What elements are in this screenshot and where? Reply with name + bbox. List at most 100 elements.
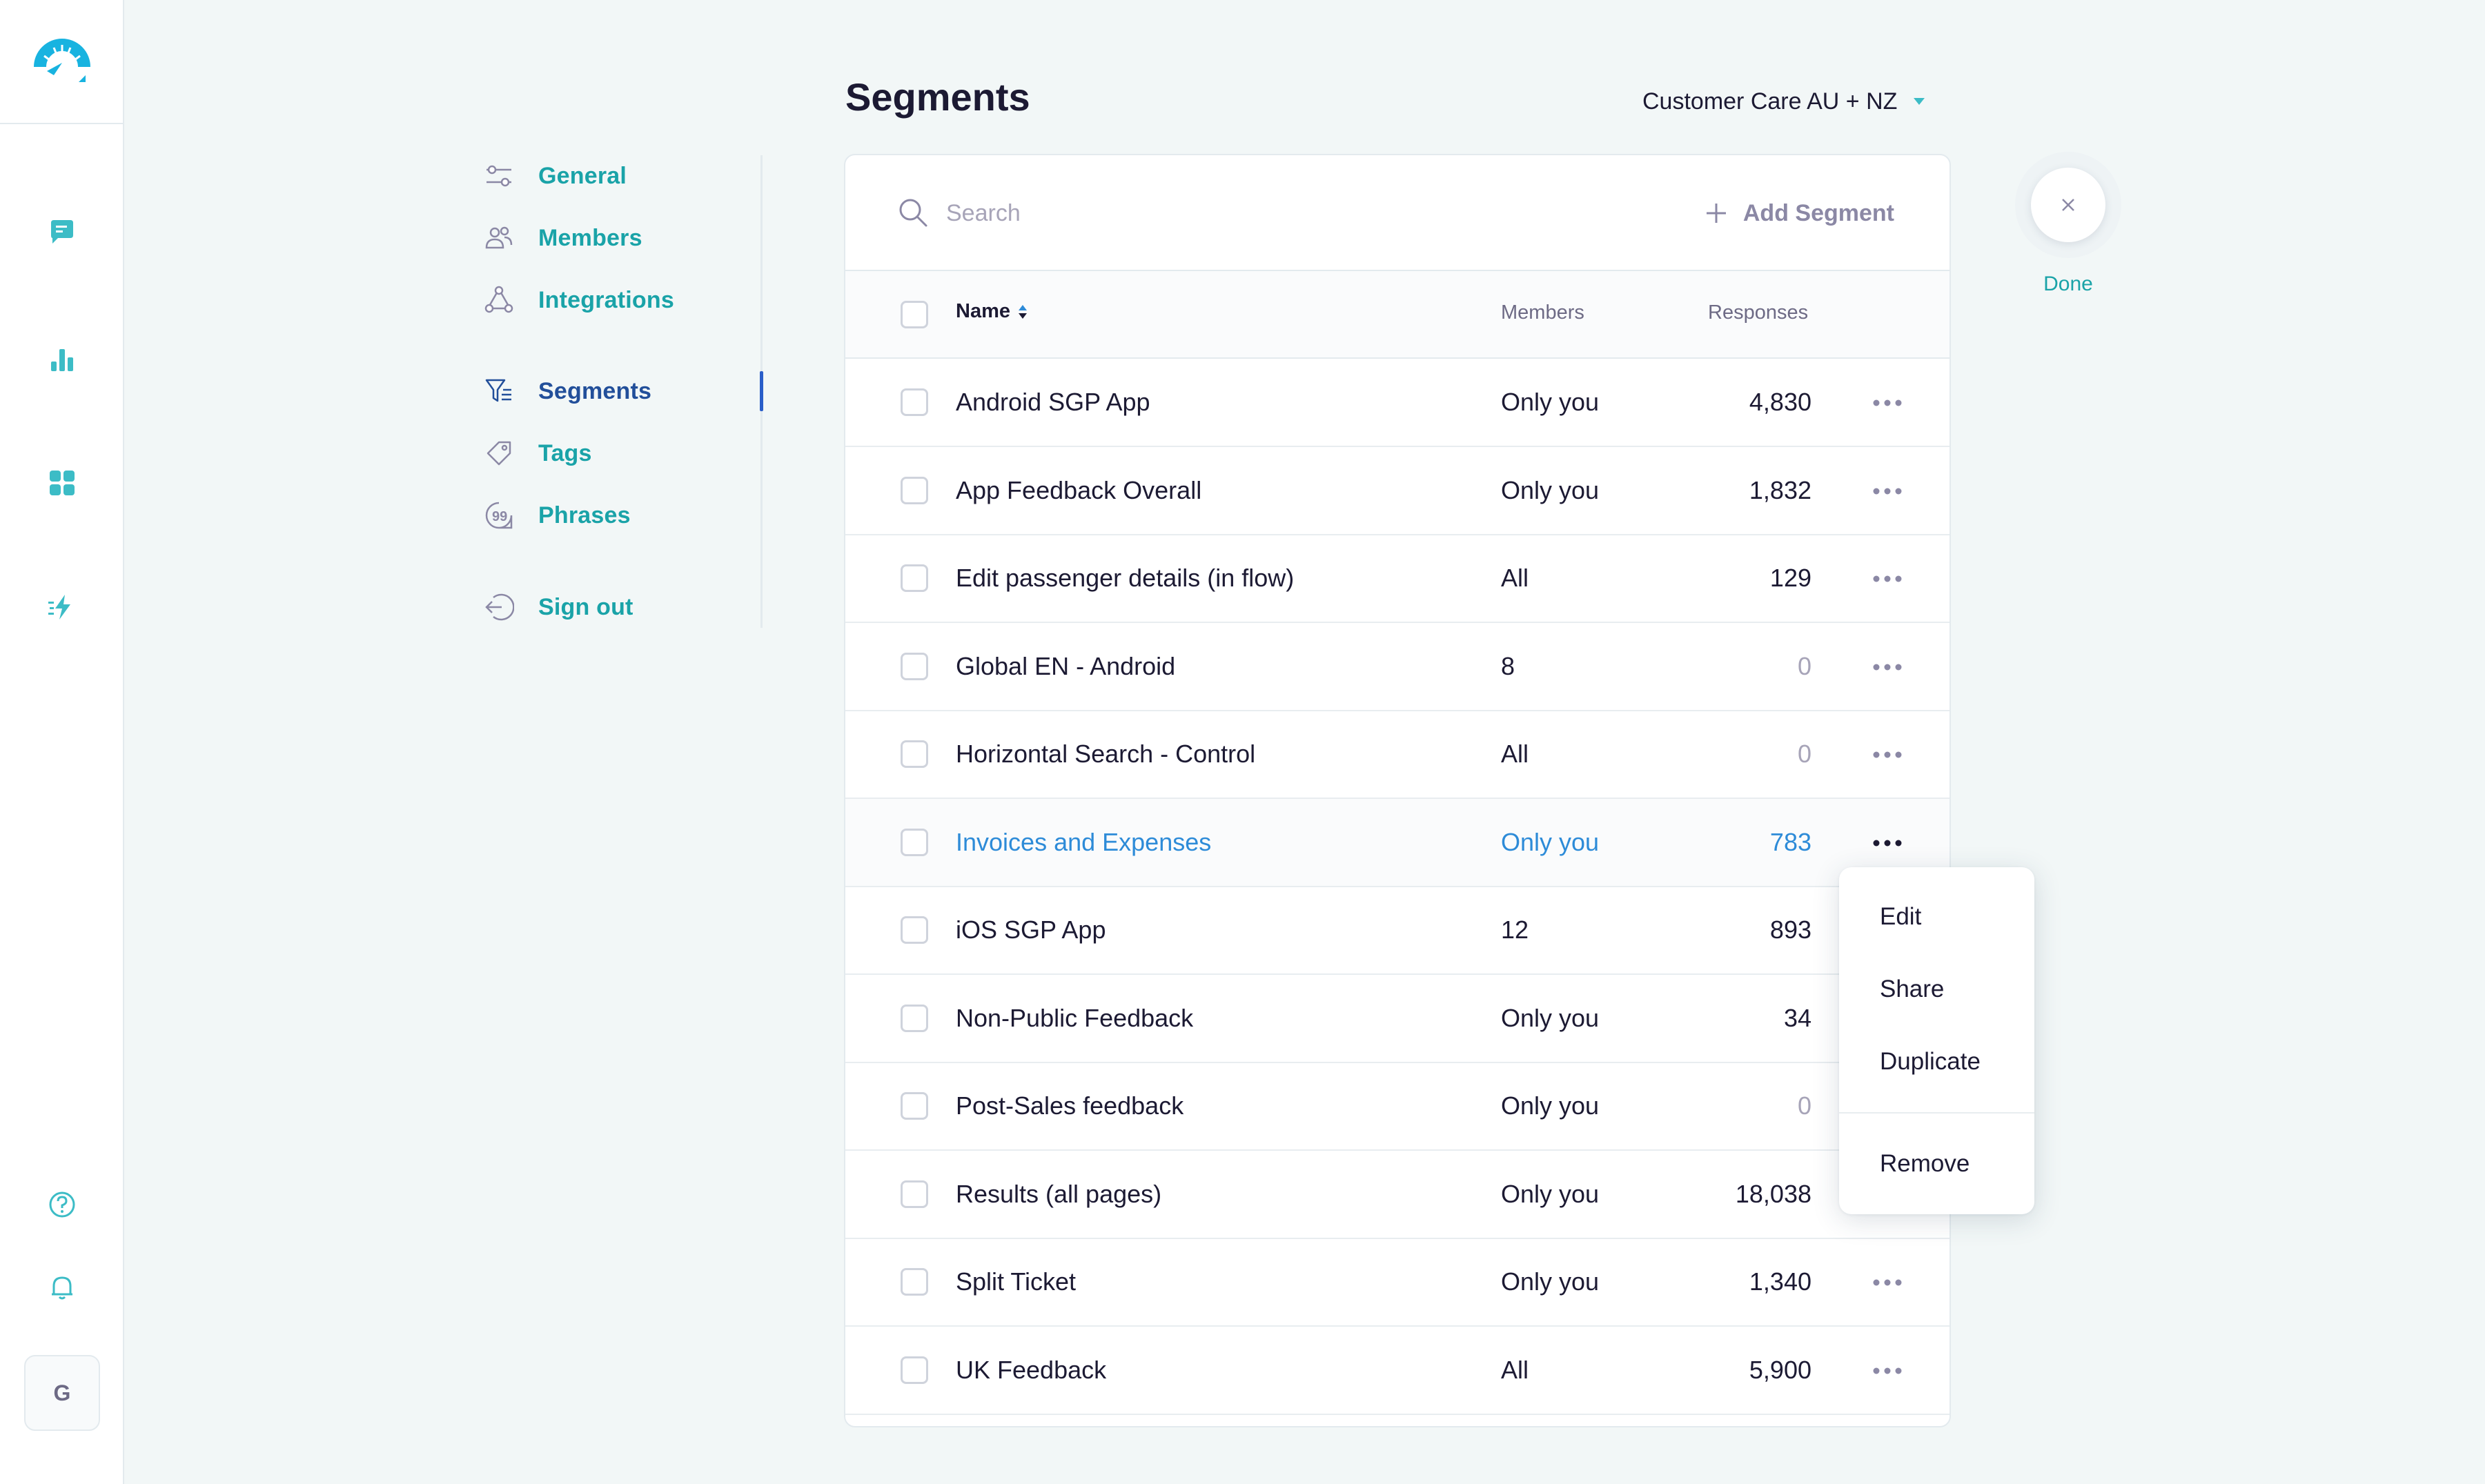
row-checkbox[interactable] <box>901 1268 928 1296</box>
table-row[interactable]: UK Feedback All 5,900 <box>845 1327 1949 1415</box>
settings-nav: General Members Integrations <box>483 155 763 628</box>
segment-name[interactable]: Horizontal Search - Control <box>956 740 1256 768</box>
nav-label-tags: Tags <box>538 439 592 466</box>
segment-name[interactable]: iOS SGP App <box>956 916 1106 944</box>
more-options-button[interactable] <box>1863 386 1912 419</box>
menu-item-edit[interactable]: Edit <box>1880 903 1922 930</box>
table-row[interactable]: Edit passenger details (in flow) All 129 <box>845 535 1949 623</box>
segment-name[interactable]: Post-Sales feedback <box>956 1091 1184 1120</box>
table-row[interactable]: Global EN - Android 8 0 <box>845 623 1949 711</box>
ellipsis-icon <box>1873 840 1902 846</box>
column-header-responses[interactable]: Responses <box>1708 301 1809 324</box>
more-options-button[interactable] <box>1863 562 1912 595</box>
segment-responses: 34 <box>1783 1003 1811 1032</box>
table-row[interactable]: iOS SGP App 12 893 <box>845 887 1949 975</box>
bar-chart-icon <box>48 345 76 373</box>
row-checkbox[interactable] <box>901 1004 928 1032</box>
more-options-button[interactable] <box>1863 1354 1912 1387</box>
segment-name[interactable]: Global EN - Android <box>956 651 1176 680</box>
nav-item-integrations[interactable]: Integrations <box>483 279 745 321</box>
row-checkbox[interactable] <box>901 1180 928 1208</box>
nav-item-general[interactable]: General <box>483 155 745 197</box>
table-row[interactable]: Results (all pages) Only you 18,038 <box>845 1151 1949 1239</box>
segment-name[interactable]: Non-Public Feedback <box>956 1003 1194 1032</box>
nav-item-segments[interactable]: Segments <box>483 370 745 412</box>
table-row[interactable]: Android SGP App Only you 4,830 <box>845 359 1949 447</box>
ellipsis-icon <box>1873 399 1902 406</box>
team-selector[interactable]: Customer Care AU + NZ <box>1642 84 1926 119</box>
nav-item-sign-out[interactable]: Sign out <box>483 586 745 628</box>
table-row[interactable]: Split Ticket Only you 1,340 <box>845 1238 1949 1327</box>
segments-filter-icon <box>483 375 515 407</box>
select-all-checkbox[interactable] <box>901 301 928 328</box>
column-header-name[interactable]: Name <box>956 300 1028 323</box>
segment-name[interactable]: App Feedback Overall <box>956 475 1202 504</box>
segment-responses: 18,038 <box>1735 1179 1811 1208</box>
row-checkbox[interactable] <box>901 564 928 592</box>
menu-item-duplicate[interactable]: Duplicate <box>1880 1048 1981 1075</box>
add-segment-button[interactable]: Add Segment <box>1705 195 1894 231</box>
menu-item-share[interactable]: Share <box>1880 976 1945 1002</box>
search-bar: Add Segment <box>845 155 1949 271</box>
more-options-button[interactable] <box>1863 651 1912 684</box>
nav-label-integrations: Integrations <box>538 286 674 313</box>
nav-label-sign-out: Sign out <box>538 593 633 620</box>
nav-item-tags[interactable]: Tags <box>483 433 745 474</box>
chat-icon <box>48 219 76 246</box>
rail-item-dashboard[interactable] <box>41 462 83 504</box>
segment-name[interactable]: Android SGP App <box>956 388 1150 416</box>
help-icon <box>48 1191 76 1218</box>
ellipsis-icon <box>1873 664 1902 670</box>
segment-name[interactable]: Edit passenger details (in flow) <box>956 564 1295 592</box>
table-row[interactable]: App Feedback Overall Only you 1,832 <box>845 447 1949 535</box>
segment-members: All <box>1501 740 1529 768</box>
nav-item-members[interactable]: Members <box>483 217 745 259</box>
more-options-button[interactable] <box>1863 1266 1912 1299</box>
rail-item-help[interactable] <box>41 1184 83 1225</box>
segments-card: Add Segment Name Members Responses Andro… <box>844 154 1951 1427</box>
column-header-name-label: Name <box>956 300 1010 322</box>
search-input[interactable] <box>946 191 1429 235</box>
menu-item-remove[interactable]: Remove <box>1880 1150 1970 1177</box>
segment-members: Only you <box>1501 1179 1600 1208</box>
segment-name[interactable]: Results (all pages) <box>956 1179 1162 1208</box>
row-checkbox[interactable] <box>901 652 928 680</box>
more-options-button[interactable] <box>1863 475 1912 508</box>
table-row[interactable]: Horizontal Search - Control All 0 <box>845 711 1949 799</box>
done-label[interactable]: Done <box>2043 273 2093 295</box>
rail-item-reports[interactable] <box>41 338 83 379</box>
nav-item-phrases[interactable]: 99 Phrases <box>483 495 745 536</box>
column-header-members[interactable]: Members <box>1501 301 1584 324</box>
segment-responses: 783 <box>1769 827 1811 856</box>
rail-item-inbox[interactable] <box>41 212 83 253</box>
ellipsis-icon <box>1873 1367 1902 1374</box>
row-checkbox[interactable] <box>901 388 928 416</box>
segment-name[interactable]: Split Ticket <box>956 1267 1077 1296</box>
nav-label-general: General <box>538 162 627 189</box>
avatar[interactable]: G <box>24 1355 100 1431</box>
segment-name[interactable]: UK Feedback <box>956 1355 1107 1384</box>
ellipsis-icon <box>1873 1279 1902 1286</box>
logo[interactable] <box>0 0 124 124</box>
segment-responses: 893 <box>1769 916 1811 944</box>
rail-item-notifications[interactable] <box>41 1267 83 1308</box>
row-checkbox[interactable] <box>901 1356 928 1384</box>
more-options-button[interactable] <box>1863 827 1912 860</box>
row-checkbox[interactable] <box>901 1092 928 1120</box>
row-checkbox[interactable] <box>901 740 928 768</box>
close-icon <box>2031 168 2105 242</box>
table-row[interactable]: Non-Public Feedback Only you 34 <box>845 975 1949 1063</box>
ellipsis-icon <box>1873 575 1902 582</box>
nav-label-members: Members <box>538 224 642 251</box>
done-button[interactable] <box>2015 152 2121 258</box>
nav-label-segments: Segments <box>538 377 652 404</box>
more-options-button[interactable] <box>1863 738 1912 771</box>
segment-name[interactable]: Invoices and Expenses <box>956 827 1212 856</box>
row-checkbox[interactable] <box>901 916 928 944</box>
table-row[interactable]: Invoices and Expenses Only you 783 <box>845 798 1949 887</box>
rail-item-automations[interactable] <box>41 586 83 628</box>
row-checkbox[interactable] <box>901 828 928 856</box>
lightning-icon <box>48 593 76 621</box>
table-row[interactable]: Post-Sales feedback Only you 0 <box>845 1062 1949 1151</box>
row-checkbox[interactable] <box>901 476 928 504</box>
